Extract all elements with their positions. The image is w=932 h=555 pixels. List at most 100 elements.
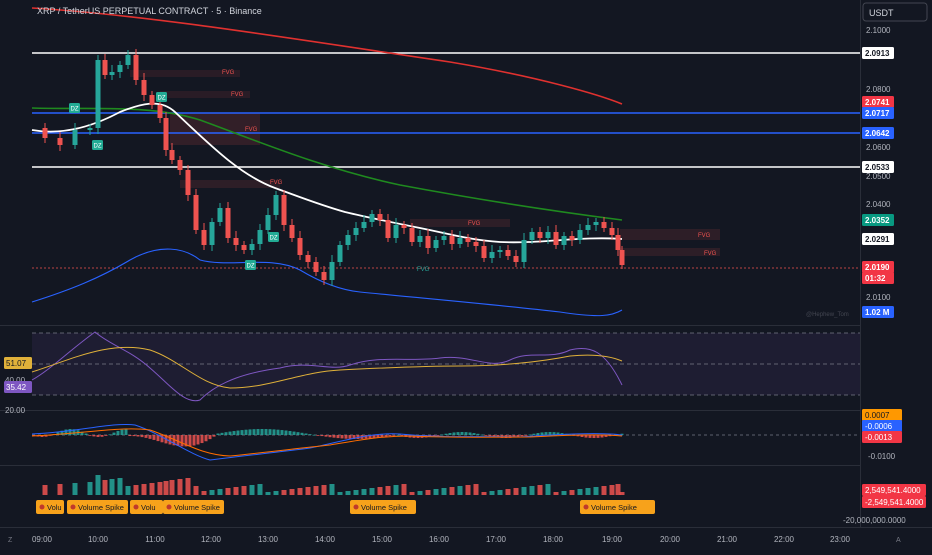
ema-2-0352-label: 2.0352 [865,216,890,225]
volume-bar [449,487,455,495]
candle-body [585,225,591,230]
volume-bar [329,484,335,495]
macd-hist-bar [472,433,476,435]
candle-body [249,244,255,250]
candle-body [361,222,367,228]
volume-bar [241,486,247,495]
candle-body [72,130,78,145]
rsi-ma-value-badge [4,357,32,369]
volume-bar [417,491,423,495]
macd-hist-bar [188,435,192,447]
macd-hist-bar [348,435,352,439]
candle-body [553,232,559,245]
volume-bar [401,484,407,495]
volume-pos-badge [862,484,926,496]
candle-body [433,240,439,248]
level-2-0717-label: 2.0717 [865,109,890,118]
macd-hist-bar [548,432,552,435]
macd-hist-bar [592,435,596,438]
macd-hist-bar [200,435,204,444]
macd-histogram [32,429,624,447]
volume-bar [385,486,391,495]
time-tick: 11:00 [145,535,165,544]
price-axis[interactable]: 2.10002.08002.06002.05002.04002.010060.0… [5,26,906,525]
candle-body [241,245,247,250]
volume-bar [593,487,599,495]
candle-body [177,160,183,170]
candle-body [385,220,391,238]
macd-hist-bar [204,435,208,442]
macd-hist-bar [148,435,152,439]
macd-hist-bar [232,431,236,435]
volume-bar [489,491,495,495]
volume-bar [409,492,415,495]
macd-hist-bar [56,432,60,435]
macd-hist-bar [124,429,128,435]
macd-hist-bar [192,435,196,446]
volume-bar [102,480,108,495]
time-tick: 10:00 [88,535,109,544]
candle-body [465,238,471,242]
volume-bar [425,490,431,495]
dz-badge [245,260,256,270]
volume-bar [163,481,169,495]
volume-spike-label: Volume Spike [78,503,124,512]
macd-hist-bar [272,429,276,435]
volume-bar [117,478,123,495]
currency-button[interactable] [862,2,928,22]
dz-label: DZ [270,236,278,242]
volume-bar [289,489,295,495]
volume-spike-badge [130,500,163,514]
volume-bar [505,489,511,495]
volume-bar [545,484,551,495]
macd-hist-bar [96,435,100,437]
fvg-zone [620,229,720,240]
volume-bar [569,490,575,495]
currency-label: USDT [869,8,894,18]
macd-hist-bar [252,429,256,435]
candle-body [545,232,551,238]
last-price-badge [862,261,894,273]
macd-hist-bar [536,433,540,435]
candle-body [193,195,199,230]
candle-body [109,72,115,75]
time-axis[interactable]: 09:00 10:00 11:00 12:00 13:00 14:00 15:00 16:00… [8,535,901,544]
macd-hist-bar [112,432,116,435]
auto-scale-icon[interactable]: A [896,537,901,544]
macd-hist-bar [584,435,588,438]
ma-2-0291-badge [862,233,894,245]
macd-hist-value-label: -0.0013 [865,433,893,442]
dz-badge [69,103,80,113]
volume-neg-label: -2,549,541.4000 [865,498,924,507]
time-tick: 19:00 [602,535,623,544]
fvg-label: FVG [468,221,481,227]
macd-hist-bar [92,435,96,437]
macd-hist-bar [448,433,452,435]
volume-bar [177,479,183,495]
macd-hist-bar [620,433,624,435]
candle-body [505,250,511,256]
zoom-icon[interactable]: Z [8,537,13,544]
macd-hist-bar [520,435,524,437]
dz-label: DZ [247,264,255,270]
time-tick: 21:00 [717,535,738,544]
volume-bar [521,487,527,495]
candle-body [133,55,139,80]
volume-bar [313,486,319,495]
fvg-label: FVG [245,127,258,133]
macd-hist-bar [140,435,144,438]
fvg-zone [130,70,240,77]
macd-hist-bar [556,432,560,435]
macd-hist-bar [40,435,44,437]
macd-hist-bar [300,432,304,435]
volume-bar [457,486,463,495]
volume-bar [619,492,625,495]
macd-hist-bar [184,435,188,447]
volume-bar [169,480,175,495]
volume-bar [281,490,287,495]
volume-spike-label: Volu [141,503,156,512]
macd-hist-bar [100,435,104,437]
